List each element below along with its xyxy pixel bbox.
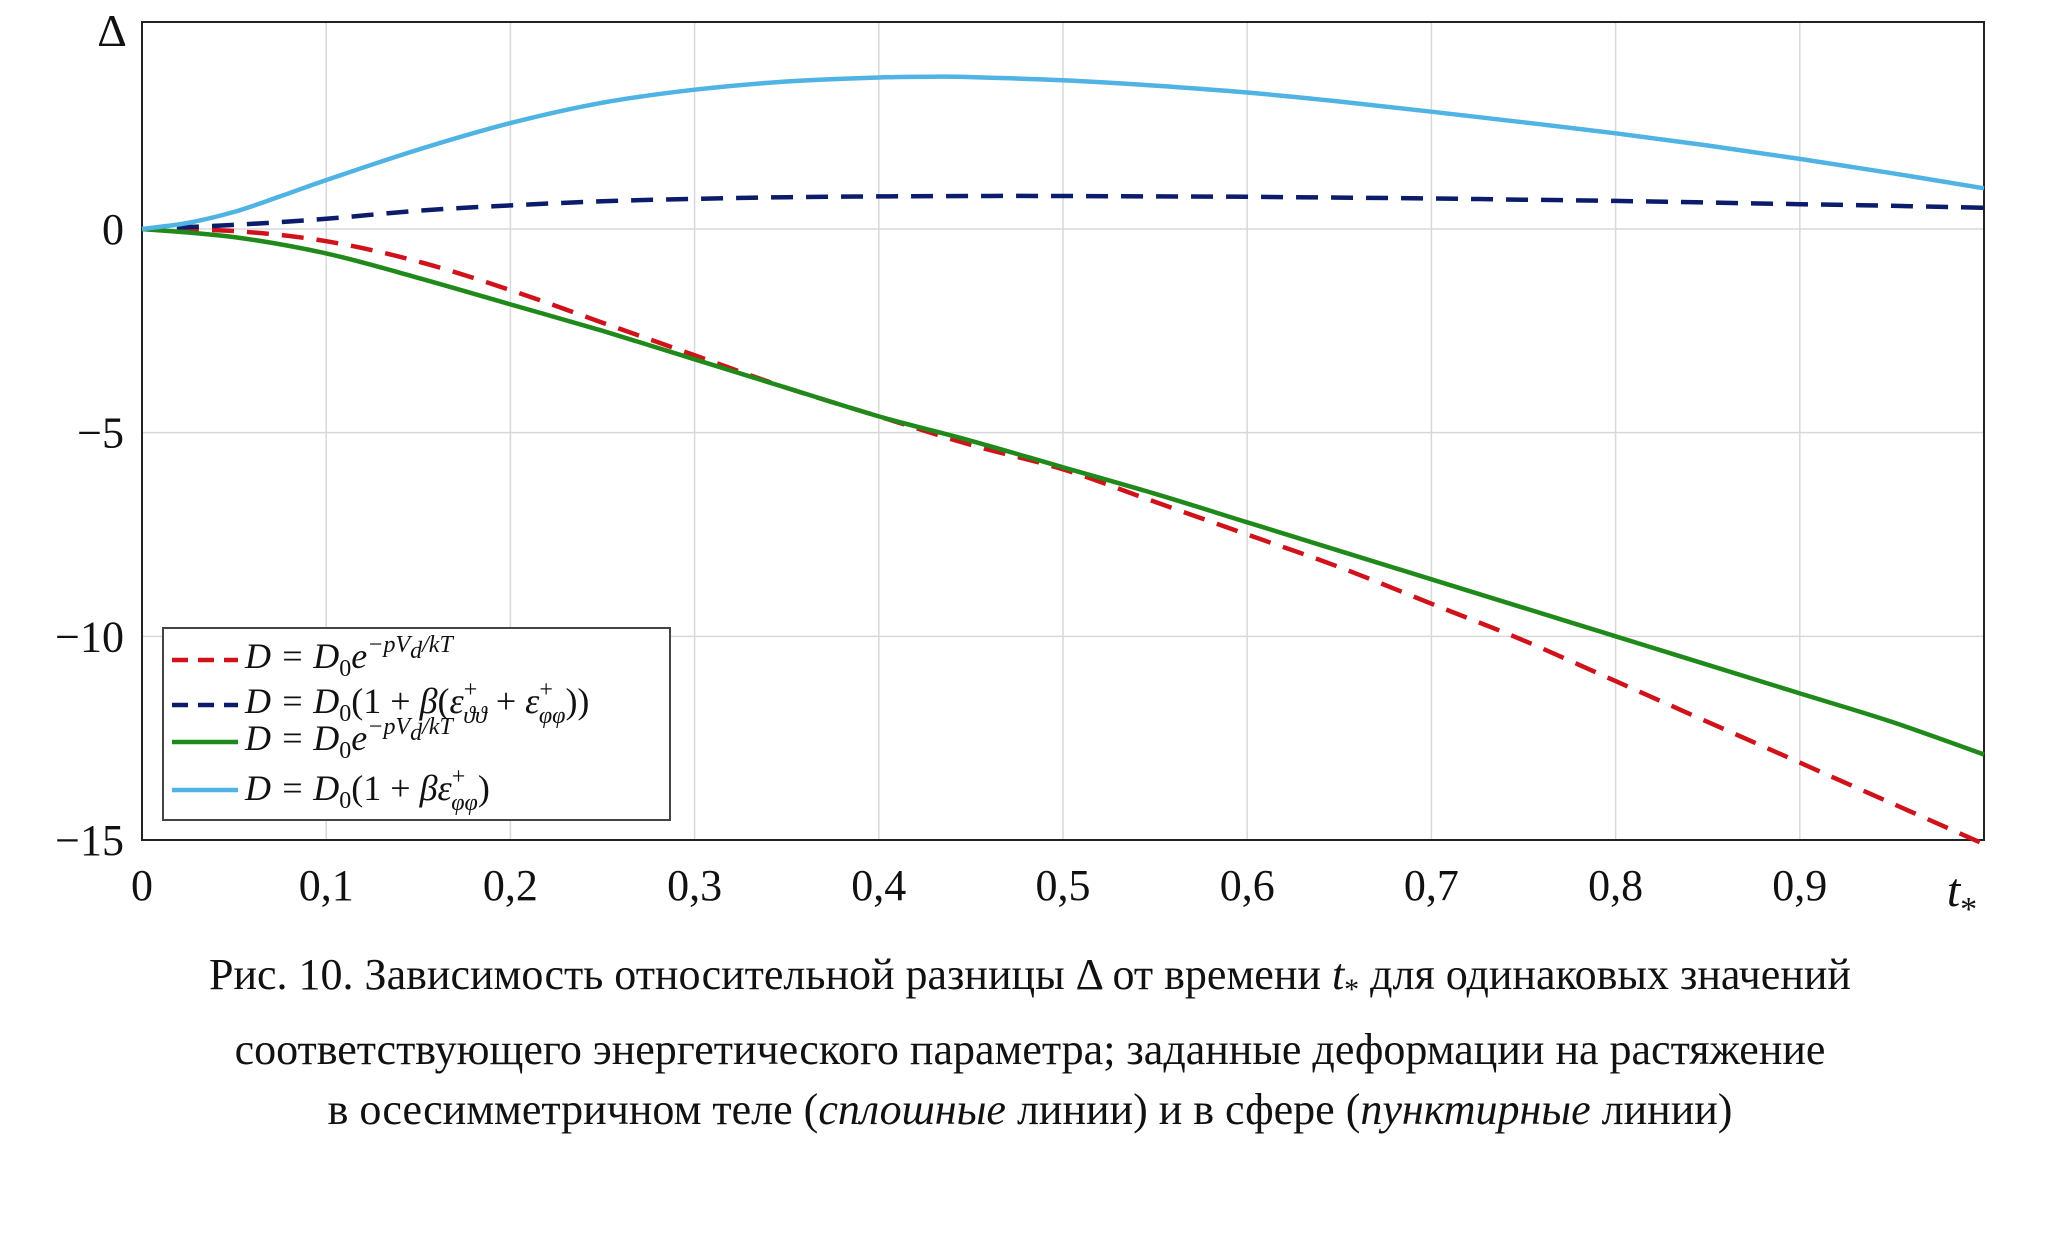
x-tick-label: 0,8: [1588, 861, 1643, 910]
chart: 0 −5 −10 −15 0 0,1 0,2 0,3 0,4 0,5 0,6 0,7 0,8 0,9 Δ…: [55, 5, 1985, 928]
series-line-1: [141, 226, 1985, 847]
y-tick-label: −15: [55, 816, 124, 865]
x-axis-label: t*: [1947, 864, 1977, 928]
caption-line-2: соответствующего энергетического парамет…: [234, 1025, 1826, 1074]
caption-line-3: в осесимметричном теле (сплошные линии) …: [60, 1080, 2000, 1140]
y-axis-label: Δ: [97, 5, 127, 56]
figure-caption: Рис. 10. Зависимость относительной разни…: [60, 945, 2000, 1140]
x-tick-labels: 0 0,1 0,2 0,3 0,4 0,5 0,6 0,7 0,8 0,9: [131, 861, 1827, 910]
series-group: [141, 74, 1985, 847]
x-tick-label: 0,4: [851, 861, 906, 910]
x-tick-label: 0,1: [299, 861, 354, 910]
x-tick-label: 0,3: [667, 861, 722, 910]
caption-subscript: *: [1344, 973, 1360, 1006]
x-tick-label: 0,5: [1036, 861, 1091, 910]
caption-text: линии): [1590, 1085, 1733, 1134]
legend-box: [162, 627, 671, 821]
x-tick-label: 0: [131, 861, 153, 910]
x-tick-label: 0,2: [483, 861, 538, 910]
y-tick-label: −10: [55, 612, 124, 661]
caption-variable: t: [1331, 950, 1345, 999]
legend: D = D0e−pVd/kT D = D0(1 + β(ε+ ϑϑ + ε+ φφ)…: [162, 627, 671, 821]
series-line-2: [141, 193, 1985, 232]
legend-entry-2: D = D0(1 + β(ε+ ϑϑ + ε+ φφ)): [244, 677, 589, 729]
series-line-3: [141, 226, 1985, 757]
x-tick-label: 0,6: [1220, 861, 1275, 910]
caption-text: Рис. 10. Зависимость относительной разни…: [209, 950, 1332, 999]
caption-line-1: Рис. 10. Зависимость относительной разни…: [60, 945, 2000, 1020]
legend-entry-4: D = D0(1 + βε+ φφ): [244, 764, 490, 816]
caption-text: в осесимметричном теле (: [327, 1085, 819, 1134]
series-line-4: [141, 74, 1985, 232]
caption-text: для одинаковых значений: [1359, 950, 1851, 999]
x-tick-label: 0,9: [1772, 861, 1827, 910]
caption-emphasis: сплошные: [818, 1085, 1006, 1134]
y-tick-labels: 0 −5 −10 −15: [55, 205, 124, 865]
caption-emphasis: пунктирные: [1360, 1085, 1591, 1134]
y-tick-label: 0: [102, 205, 124, 254]
plot-frame: [141, 21, 1985, 841]
legend-lines: [172, 657, 238, 793]
x-tick-label: 0,7: [1404, 861, 1459, 910]
caption-text: линии) и в сфере (: [1005, 1085, 1361, 1134]
y-tick-label: −5: [77, 409, 124, 458]
